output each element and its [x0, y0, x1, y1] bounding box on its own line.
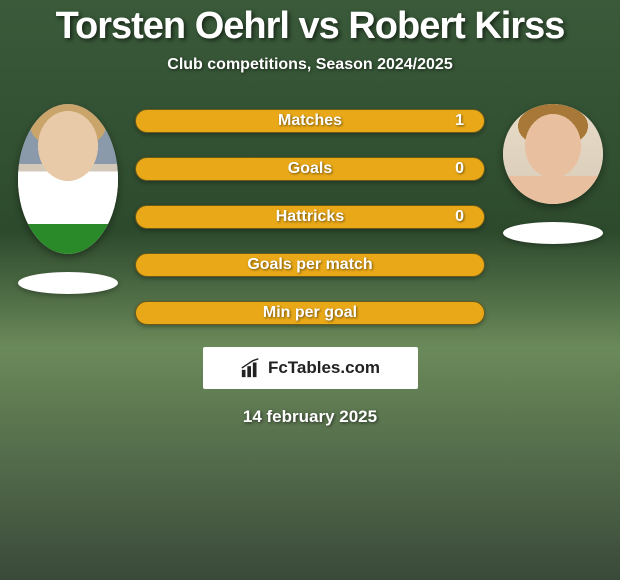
player-right-avatar [503, 104, 603, 204]
main-row: Matches 1 Goals 0 Hattricks 0 Goals per … [0, 104, 620, 325]
avatar-right-image [503, 104, 603, 204]
player-left-shadow [18, 272, 118, 294]
player-right-shadow [503, 222, 603, 244]
subtitle: Club competitions, Season 2024/2025 [0, 56, 620, 74]
stat-label: Min per goal [263, 304, 357, 322]
stat-label: Hattricks [276, 208, 344, 226]
stat-row-goals-per-match: Goals per match [135, 253, 485, 277]
stat-row-matches: Matches 1 [135, 109, 485, 133]
stat-row-hattricks: Hattricks 0 [135, 205, 485, 229]
stats-column: Matches 1 Goals 0 Hattricks 0 Goals per … [135, 104, 485, 325]
stat-label: Goals [288, 160, 332, 178]
stat-label: Matches [278, 112, 342, 130]
stat-value: 0 [455, 160, 464, 178]
fctables-logo[interactable]: FcTables.com [203, 347, 418, 389]
player-left-avatar [18, 104, 118, 254]
page-title: Torsten Oehrl vs Robert Kirss [0, 5, 620, 48]
stat-row-min-per-goal: Min per goal [135, 301, 485, 325]
avatar-left-image [18, 104, 118, 254]
stat-value: 1 [455, 112, 464, 130]
stat-row-goals: Goals 0 [135, 157, 485, 181]
logo-text: FcTables.com [268, 358, 380, 378]
date-text: 14 february 2025 [0, 407, 620, 427]
stat-label: Goals per match [247, 256, 372, 274]
bar-chart-icon [240, 357, 262, 379]
player-right-column [495, 104, 610, 244]
comparison-widget: Torsten Oehrl vs Robert Kirss Club compe… [0, 0, 620, 427]
stat-value: 0 [455, 208, 464, 226]
player-left-column [10, 104, 125, 294]
